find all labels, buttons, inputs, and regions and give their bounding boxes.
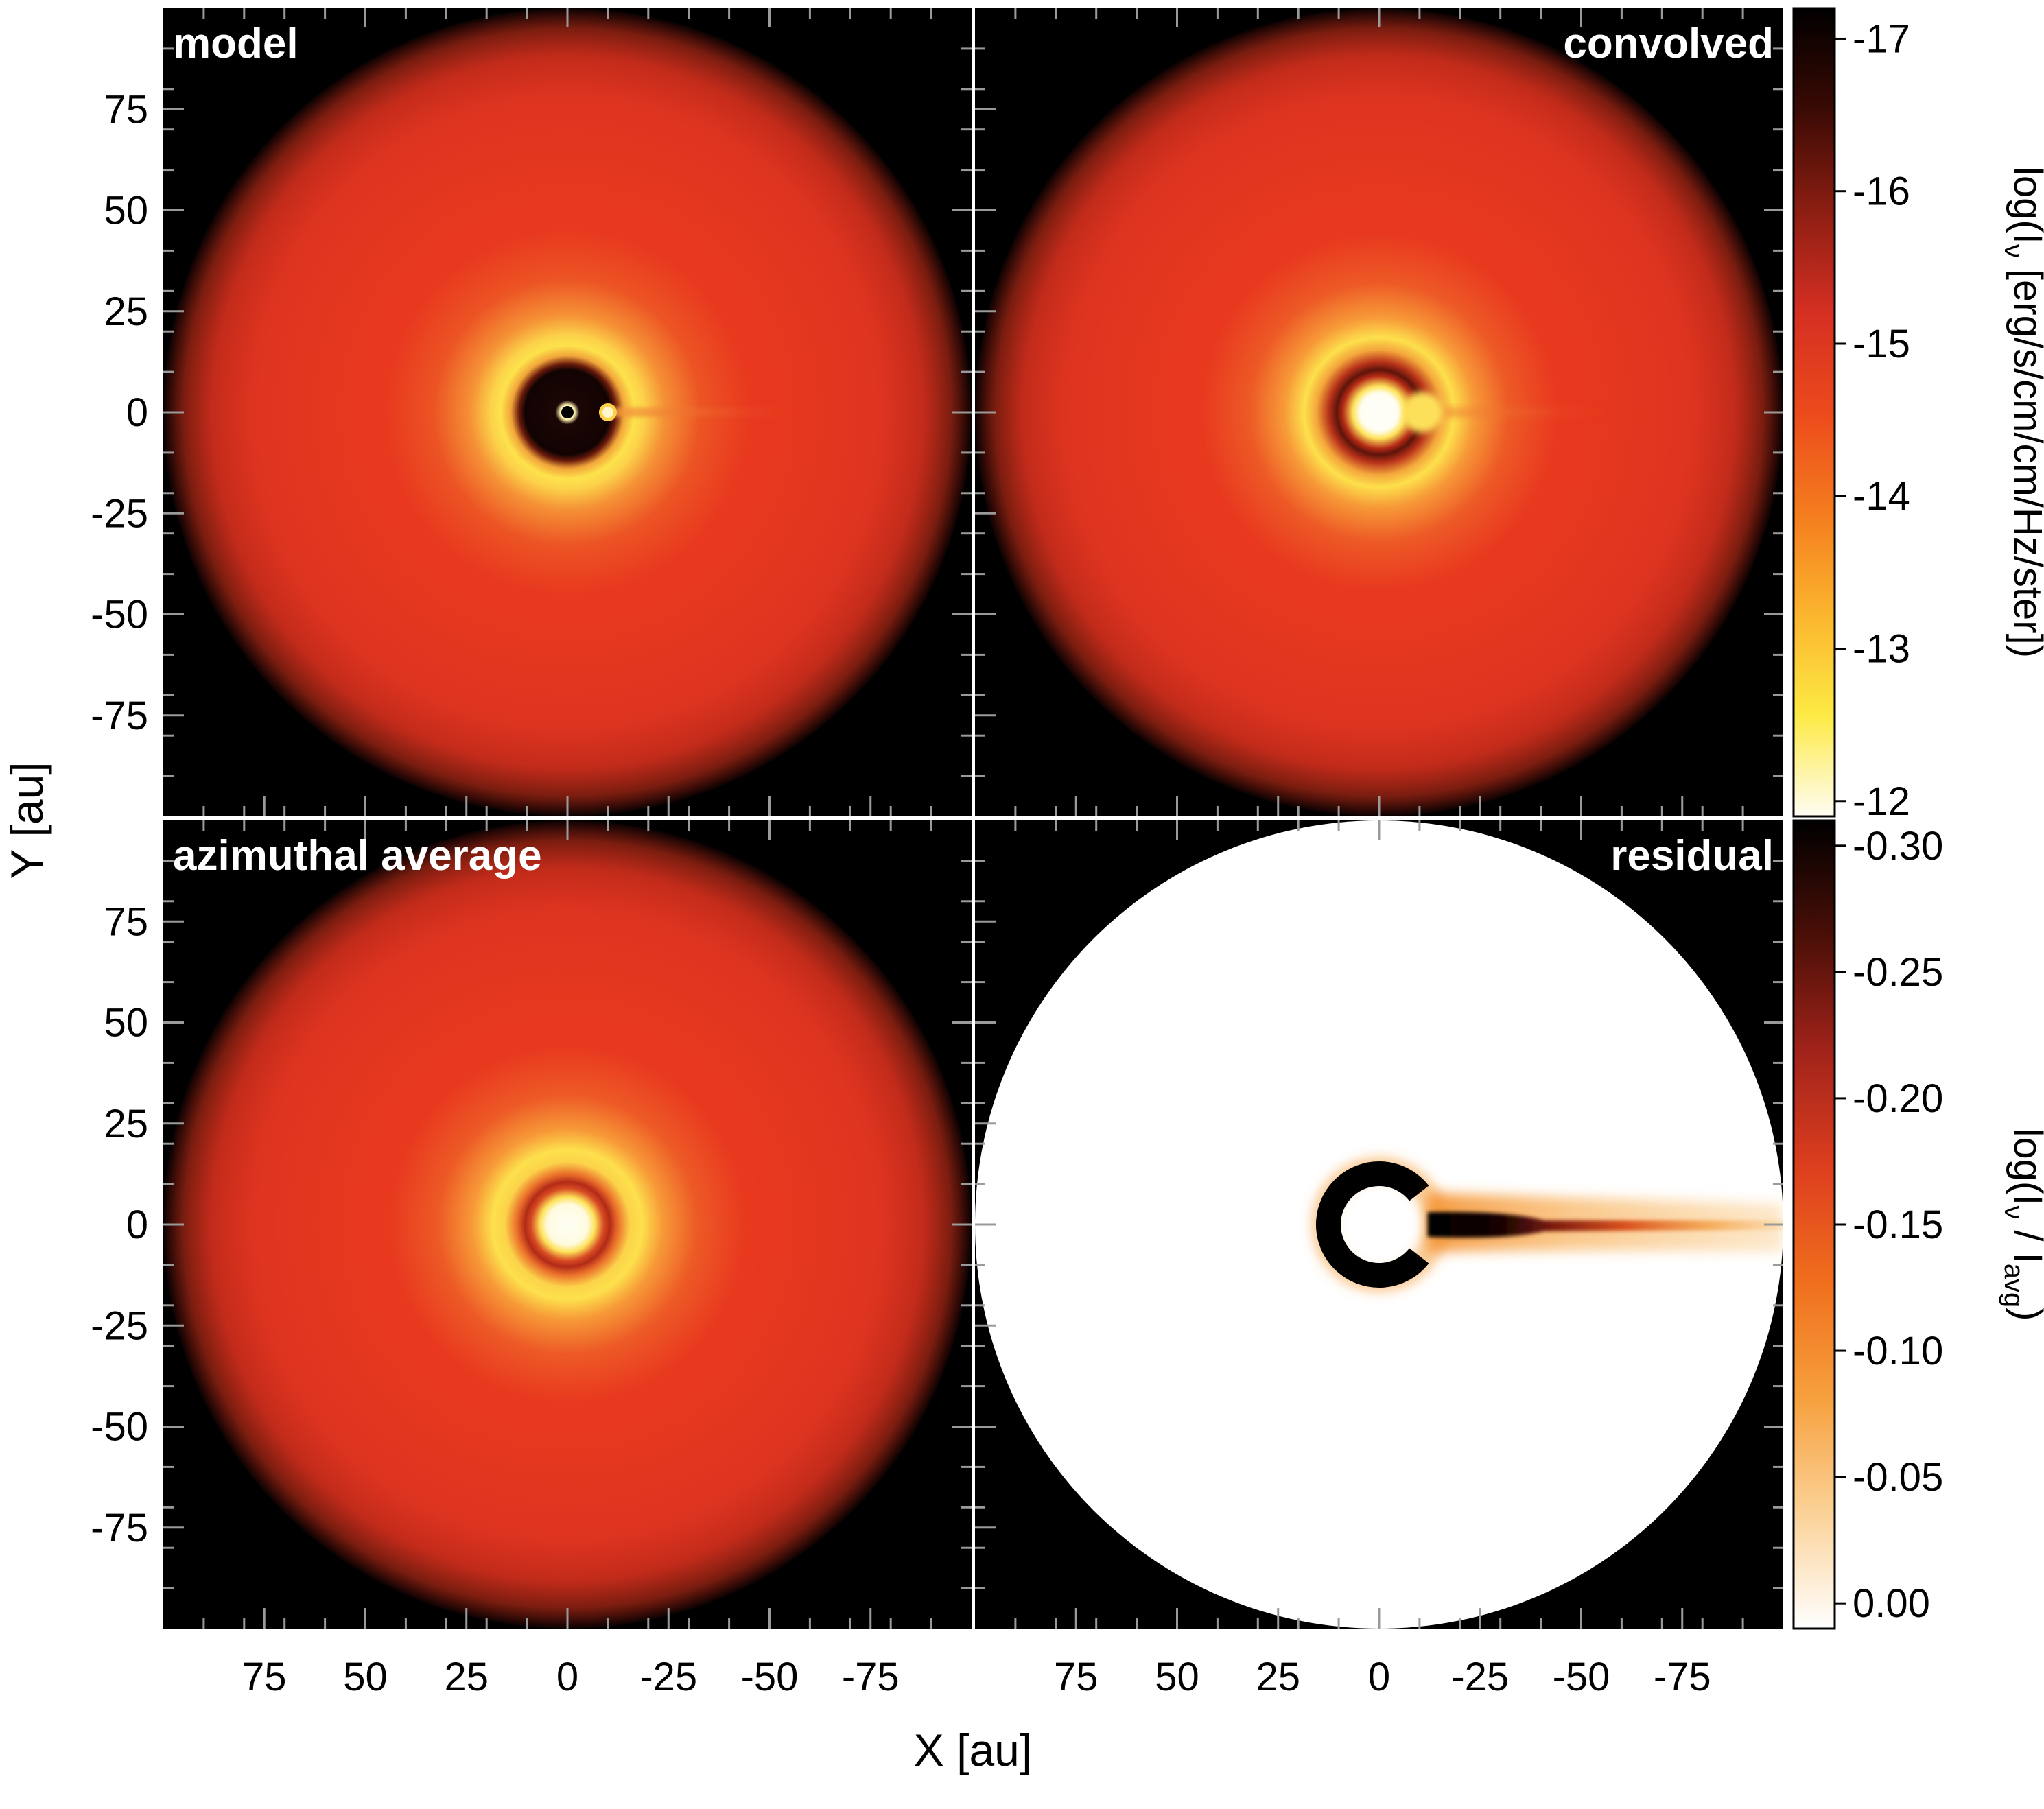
panel-residual-image (975, 820, 1783, 1629)
colorbar-residual-tick-label: -0.10 (1853, 1329, 1943, 1373)
panel-convolved-companion (1401, 392, 1443, 433)
colorbar-title-part: ν (1999, 1205, 2029, 1219)
panel-convolved: convolved (975, 8, 1783, 816)
colorbar-intensity-tick-label: -12 (1853, 779, 1910, 824)
panel-convolved-spiral-streak (1419, 407, 1614, 417)
panel-model-spiral-streak (607, 407, 802, 417)
x-tick-label: -50 (1553, 1655, 1610, 1699)
colorbar-title-part: log(I (2006, 167, 2044, 244)
colorbar-intensity-title: log(Iν [erg/s/cm/cm/Hz/ster]) (1999, 167, 2044, 658)
colorbar-title-part: ) (2006, 1308, 2044, 1321)
panel-label-azimuthal: azimuthal average (173, 832, 542, 879)
panel-model-ticks (163, 8, 972, 816)
colorbar-intensity-tick-label: -15 (1853, 322, 1910, 366)
panel-model-image (163, 8, 972, 816)
x-tick-label: 50 (343, 1655, 388, 1699)
y-tick-label: -75 (91, 694, 148, 738)
colorbar-title-part: ν (1999, 244, 2029, 258)
x-tick-label: -75 (1654, 1655, 1711, 1699)
panel-residual-c-ring (1316, 1161, 1429, 1288)
panel-convolved-image (975, 8, 1783, 816)
x-tick-label: -50 (741, 1655, 799, 1699)
colorbar-intensity-tick-label: -14 (1853, 474, 1910, 519)
panel-azimuthal: azimuthal average 75 50 25 0 -25 -50 -75 75 50 25 0… (91, 820, 972, 1699)
y-tick-label: -50 (91, 1405, 148, 1450)
x-tick-label: 75 (1054, 1655, 1099, 1699)
panel-residual-streak (1427, 1211, 1783, 1238)
y-tick-label: 50 (104, 189, 148, 233)
colorbar-residual-title: log(Iν / Iavg) (1999, 1128, 2044, 1321)
panel-label-residual: residual (1610, 832, 1774, 879)
y-tick-label: 50 (104, 1001, 148, 1045)
y-axis-title: Y [au] (1, 761, 52, 879)
colorbar-residual-tick-label: -0.15 (1853, 1203, 1943, 1247)
panel-azimuthal-image (163, 820, 972, 1629)
x-tick-label: 25 (444, 1655, 489, 1699)
colorbar-title-part: avg (1999, 1264, 2029, 1308)
panel-residual-ticks (975, 820, 1783, 1629)
x-tick-label: 0 (556, 1655, 578, 1699)
panel-label-model: model (173, 20, 298, 67)
colorbar-residual-tick-label: 0.00 (1853, 1581, 1930, 1626)
axis-titles: X [au] Y [au] (1, 761, 1032, 1775)
colorbar-intensity-tick-label: -17 (1853, 16, 1910, 61)
colorbar-residual-ramp (1792, 819, 1836, 1630)
y-tick-label: -50 (91, 593, 148, 637)
panel-residual-disk (975, 820, 1783, 1629)
y-tick-label: 75 (104, 87, 148, 132)
colorbar-title-part: [erg/s/cm/cm/Hz/ster]) (2006, 258, 2044, 658)
x-tick-label: -75 (842, 1655, 900, 1699)
panel-azimuthal-ticks (163, 820, 972, 1629)
y-tick-label: 0 (126, 1203, 148, 1247)
panel-residual: residual 75 50 25 0 -25 -50 -75 (975, 820, 1783, 1699)
colorbar-title-part: log(I (2006, 1128, 2044, 1205)
panel-convolved-ticks (975, 8, 1783, 816)
y-tick-label: -25 (91, 491, 148, 536)
colorbar-residual-tick-label: -0.05 (1853, 1455, 1943, 1500)
x-tick-label: 25 (1256, 1655, 1300, 1699)
panel-model: model 75 50 25 0 -25 -50 -75 (91, 8, 972, 816)
panel-convolved-core (1359, 392, 1400, 433)
x-axis-title: X [au] (914, 1725, 1032, 1775)
x-tick-label: 0 (1368, 1655, 1390, 1699)
panel-label-convolved: convolved (1563, 20, 1774, 67)
panel-azimuthal-rings (163, 820, 972, 1629)
x-tick-label: -25 (1451, 1655, 1509, 1699)
colorbar-intensity-tick-label: -13 (1853, 627, 1910, 672)
panel-model-central-star (561, 406, 574, 418)
y-tick-label: -25 (91, 1303, 148, 1348)
y-tick-label: 25 (104, 289, 148, 334)
colorbar-residual-tick-label: -0.30 (1853, 824, 1943, 868)
colorbar-intensity-tick-label: -16 (1853, 169, 1910, 214)
y-tick-label: 75 (104, 899, 148, 944)
colorbar-residual-tick-label: -0.25 (1853, 950, 1943, 995)
x-tick-label: -25 (639, 1655, 697, 1699)
colorbar-title-part: / I (2006, 1219, 2044, 1263)
x-tick-label: 75 (242, 1655, 287, 1699)
panel-grid: model 75 50 25 0 -25 -50 -75 convolved azimuthal … (91, 0, 1791, 1699)
y-tick-label: 0 (126, 390, 148, 435)
colorbar-intensity: -17 -16 -15 -14 -13 -12 log(Iν [erg/s/cm/cm/Hz… (1792, 7, 2044, 824)
colorbar-residual: -0.30 -0.25 -0.20 -0.15 -0.10 -0.05 0.00 log(Iν… (1792, 819, 2044, 1630)
colorbar-residual-tick-label: -0.20 (1853, 1076, 1943, 1121)
y-tick-label: -75 (91, 1506, 148, 1550)
colorbar-intensity-ramp (1792, 7, 1836, 818)
panel-separator-horizontal (158, 816, 1791, 820)
y-tick-label: 25 (104, 1102, 148, 1146)
panel-model-companion-core (602, 407, 613, 418)
x-tick-label: 50 (1155, 1655, 1199, 1699)
